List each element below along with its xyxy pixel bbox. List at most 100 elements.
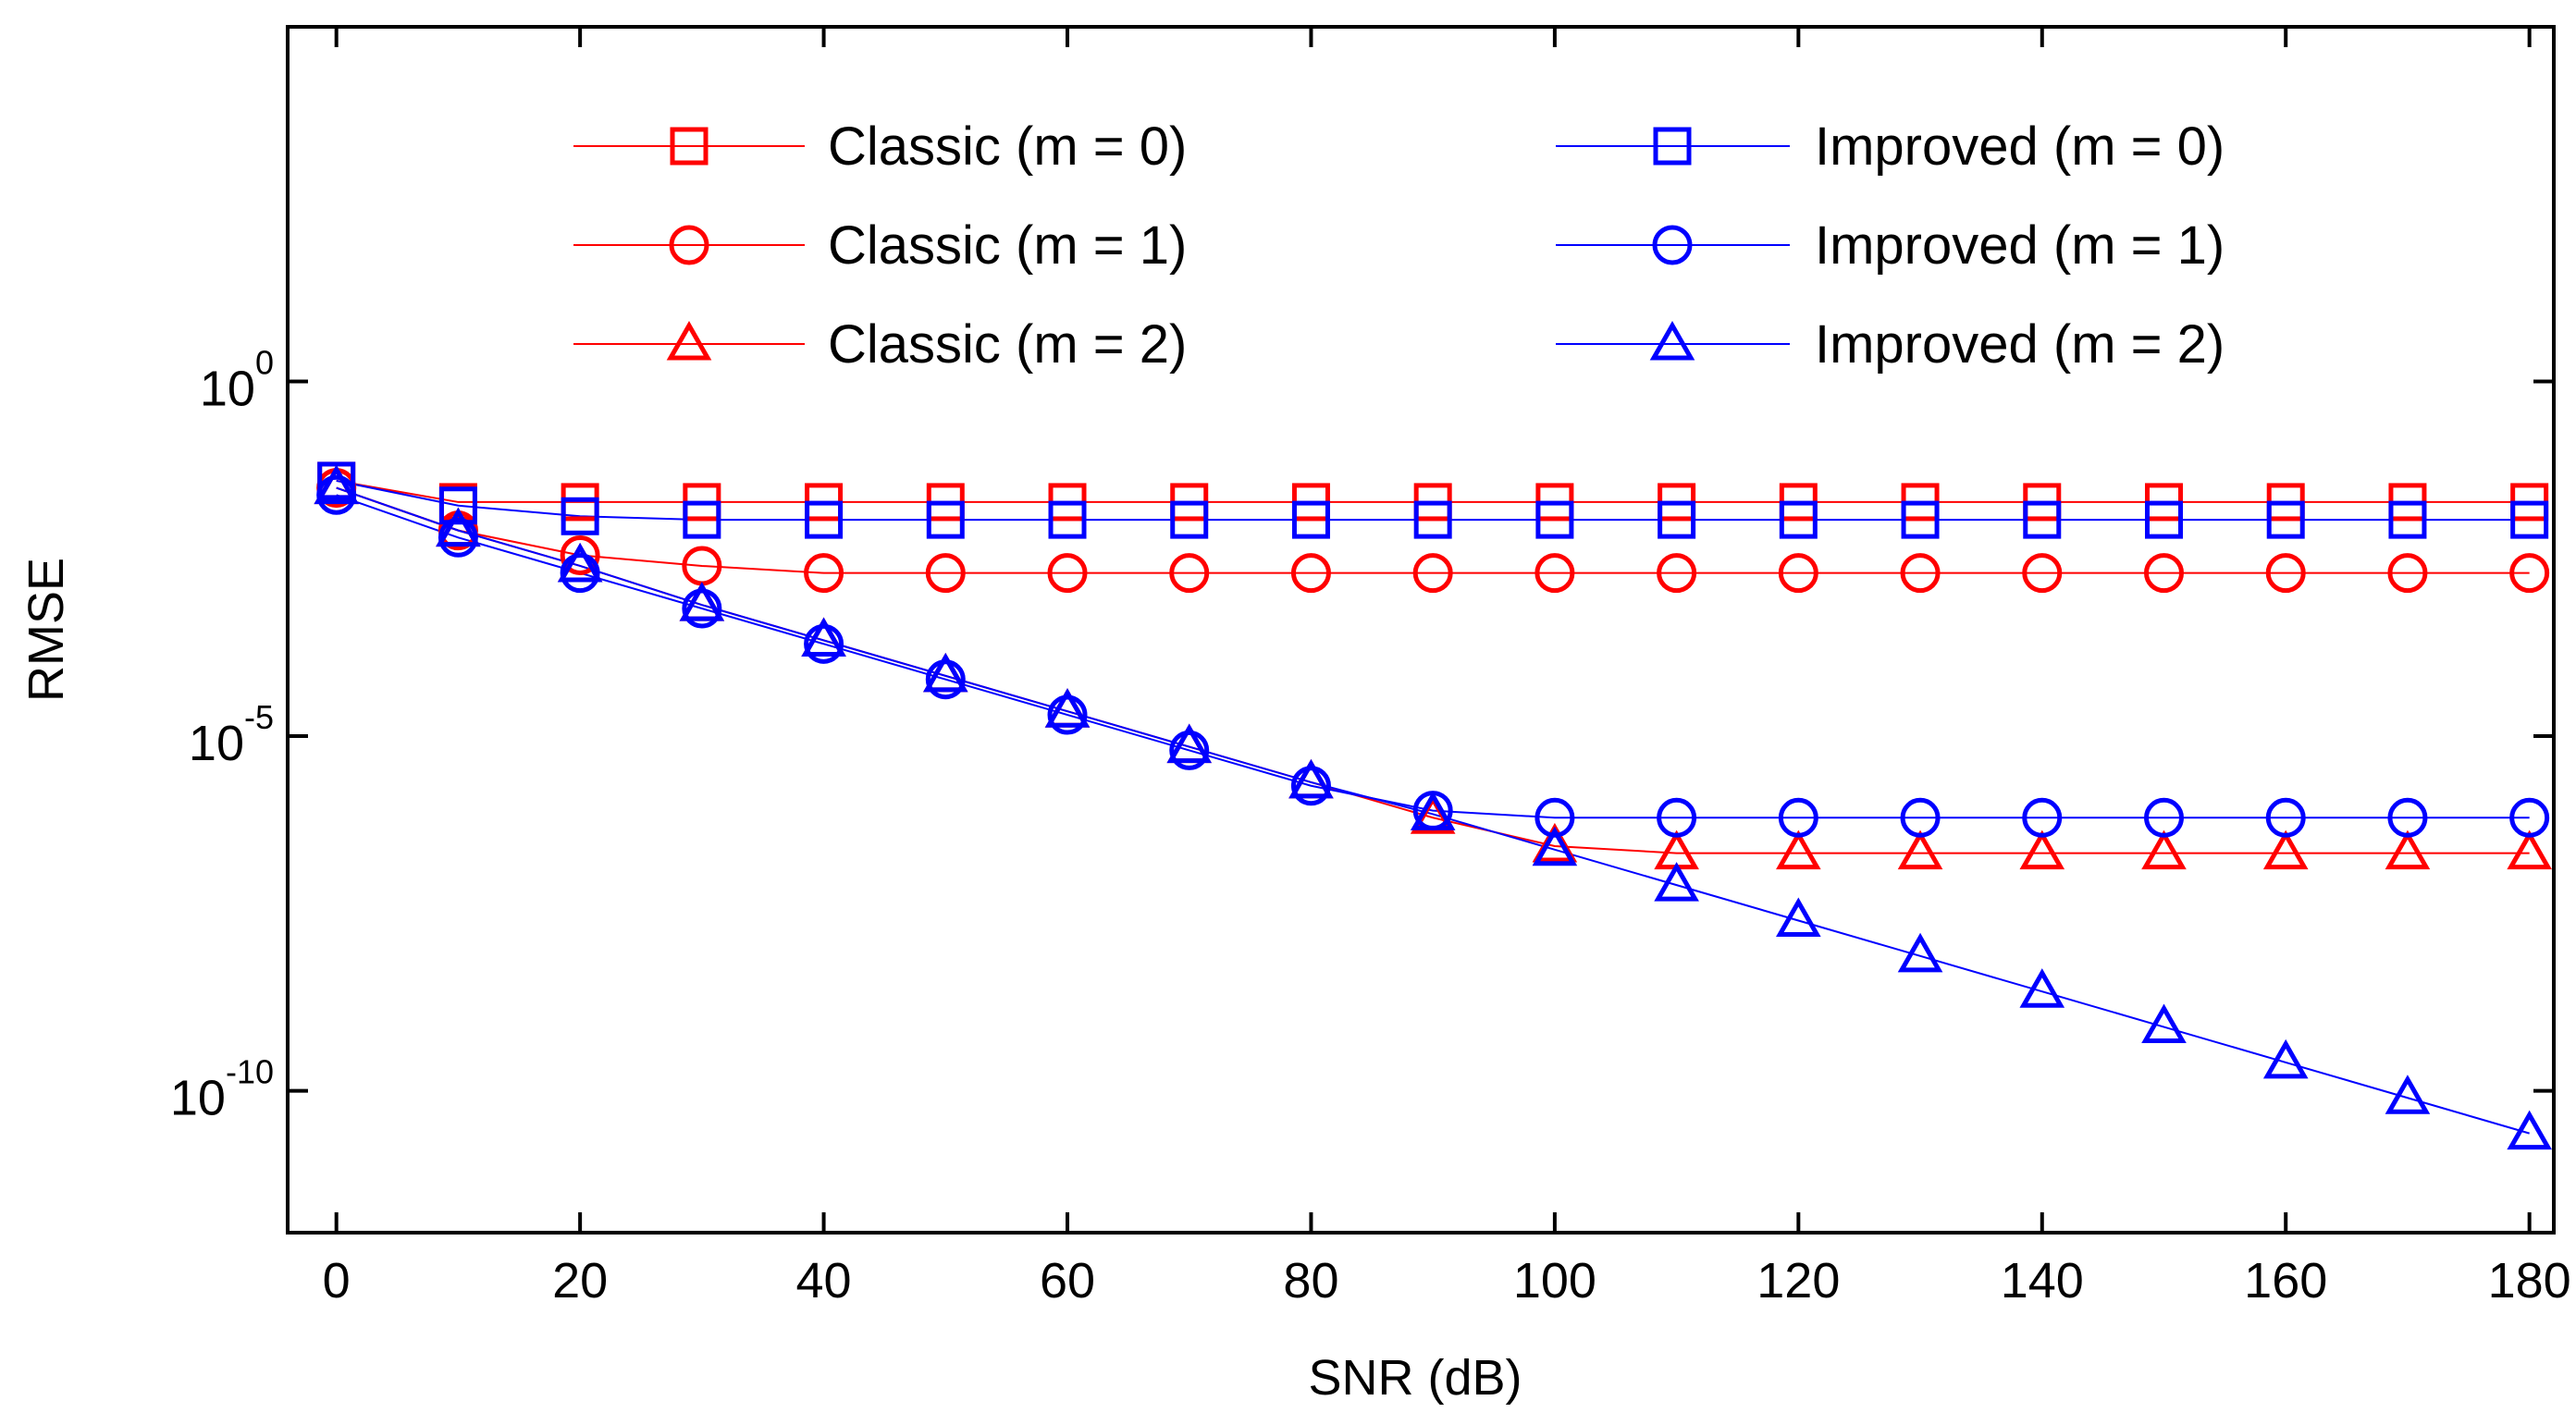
data-point [1048,500,1087,539]
data-point [2019,829,2065,870]
data-point [1410,791,1456,830]
data-point [1779,500,1818,539]
legend: Classic (m = 0) Classic (m = 1) Classic (m… [573,117,2225,375]
data-point [2144,500,2183,539]
data-point [1897,932,1943,973]
data-point [1290,553,1331,594]
axis-ticks [288,27,2554,1233]
data-point [314,464,359,505]
data-point [2022,553,2063,594]
x-axis-label: SNR (dB) [1308,1350,1522,1406]
data-point [2262,1038,2309,1079]
y-tick-label: 100 [200,344,274,417]
legend-marker [666,320,712,361]
data-point [1654,862,1699,902]
legend-label: Improved (m = 2) [1815,314,2225,375]
x-tick-label: 0 [323,1253,351,1308]
x-tick-label: 20 [552,1253,608,1308]
series-line-5 [336,486,2530,1135]
series-line-1 [336,486,2530,574]
data-point [801,617,846,657]
data-point [926,500,965,539]
data-point [922,652,968,693]
data-point [2509,553,2550,594]
data-point [1169,553,1210,594]
x-tick-label: 40 [796,1253,852,1308]
data-point [1901,500,1940,539]
data-point [2507,1110,2552,1150]
x-tick-label: 160 [2244,1253,2327,1308]
data-point [1658,500,1696,539]
legend-marker [1653,127,1692,166]
data-point [1170,500,1209,539]
data-point [2143,553,2184,594]
data-point [436,507,481,547]
data-point [2265,553,2306,594]
data-point [2385,829,2431,870]
data-point [2387,553,2428,594]
data-point [2019,968,2065,1008]
legend-label: Improved (m = 1) [1815,215,2225,276]
data-point [2023,500,2062,539]
x-tick-label: 80 [1283,1253,1338,1308]
data-point [1657,553,1697,594]
data-point [1535,500,1574,539]
y-axis-label: RMSE [18,558,74,702]
y-tick-label: 10-10 [170,1053,274,1126]
data-point [2143,797,2184,838]
series-line-4 [336,494,2530,819]
data-point [805,500,844,539]
data-point [2141,1003,2187,1044]
x-tick-labels: 0 20 40 60 80 100 120 140 160 180 [323,1253,2571,1308]
data-point [438,517,478,558]
data-point [2266,500,2305,539]
data-point [2141,829,2187,870]
legend-label: Classic (m = 2) [828,314,1187,375]
legend-label: Classic (m = 1) [828,215,1187,276]
data-point [2507,829,2552,870]
x-tick-label: 100 [1513,1253,1596,1308]
plot-frame [286,25,2556,1235]
data-point [1288,758,1334,799]
y-tick-label: 10-5 [189,698,274,771]
data-point [2387,797,2428,838]
data-point [925,553,966,594]
y-tick-labels: 100 10-5 10-10 [170,344,274,1126]
data-point [1900,553,1941,594]
data-point [1778,553,1818,594]
data-point [316,474,357,515]
data-point [2510,500,2549,539]
x-tick-label: 180 [2488,1253,2571,1308]
data-point [561,497,599,535]
data-point [1412,553,1453,594]
legend-label: Classic (m = 0) [828,117,1187,177]
data-point [1047,553,1088,594]
legend-marker [1652,225,1693,265]
series-markers [314,461,2552,1150]
legend-label: Improved (m = 0) [1815,117,2225,177]
legend-marker [1649,320,1695,361]
data-point [2385,1075,2431,1114]
data-point [2388,500,2427,539]
data-point [1900,797,1941,838]
data-point [2265,797,2306,838]
data-point [1291,500,1330,539]
data-point [2509,797,2550,838]
data-point [1535,553,1575,594]
series-lines [336,479,2530,1135]
data-point [1657,797,1697,838]
x-tick-label: 60 [1040,1253,1095,1308]
data-point [804,553,844,594]
data-point [1166,723,1213,764]
data-point [1044,688,1091,728]
x-tick-label: 140 [2001,1253,2084,1308]
data-point [2262,829,2309,870]
x-tick-label: 120 [1756,1253,1840,1308]
data-point [683,500,721,539]
legend-marker [670,127,709,166]
data-point [1776,829,1821,870]
data-point [1413,500,1452,539]
data-point [557,542,603,583]
data-point [2022,797,2063,838]
